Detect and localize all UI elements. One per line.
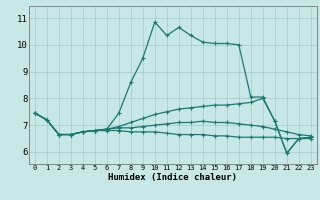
X-axis label: Humidex (Indice chaleur): Humidex (Indice chaleur): [108, 173, 237, 182]
